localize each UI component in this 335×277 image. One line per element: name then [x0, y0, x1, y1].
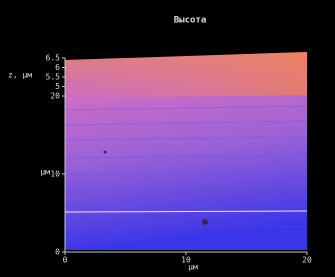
- z-tick-label: 5.5: [46, 73, 61, 82]
- particle: [104, 151, 107, 154]
- y-tick-label: 10: [50, 170, 60, 179]
- chart: Высота z, µм µм µм 01020010206.565.55: [0, 0, 335, 277]
- y-tick-label: 20: [50, 92, 60, 101]
- x-tick-label: 10: [181, 256, 191, 265]
- x-tick-label: 20: [302, 256, 312, 265]
- particle: [202, 219, 208, 225]
- y-axis-label: µм: [40, 168, 50, 177]
- x-tick-label: 0: [63, 256, 68, 265]
- y-tick-label: 0: [55, 248, 60, 257]
- chart-title: Высота: [174, 16, 207, 26]
- z-tick-label: 5: [55, 82, 60, 91]
- z-axis-label: z, µм: [8, 71, 32, 80]
- z-tick-label: 6.5: [46, 54, 61, 63]
- height-map-highlight: [65, 52, 307, 98]
- z-tick-label: 6: [55, 63, 60, 72]
